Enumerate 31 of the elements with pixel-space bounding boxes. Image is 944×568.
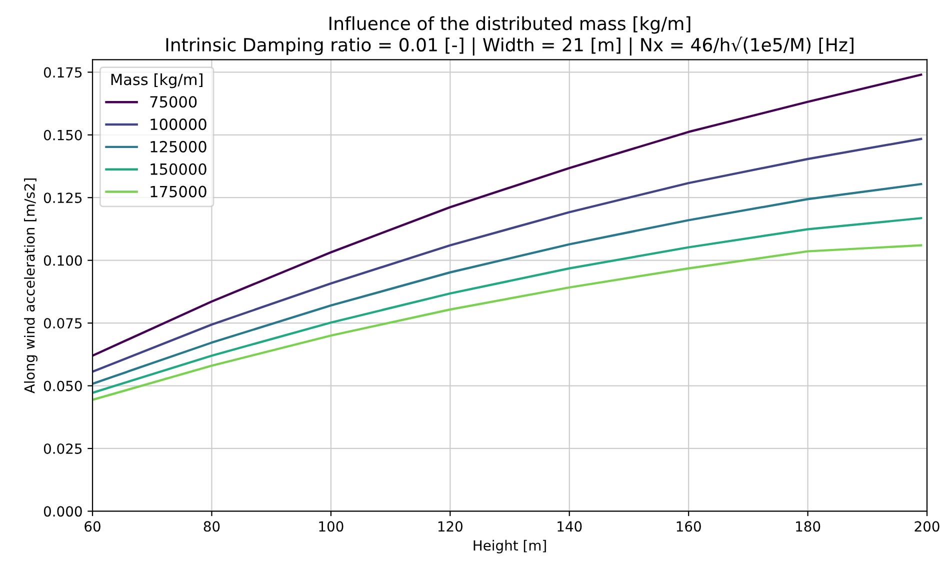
legend-label: 150000 [150, 163, 206, 175]
legend-title: Mass [kg/m] [111, 73, 202, 88]
y-tick-label: 0.125 [44, 192, 82, 204]
chart-subtitle: Intrinsic Damping ratio = 0.01 [-] | Width = 21 [m] | Nx = 46/h√(1e5/M) [Hz] [166, 36, 854, 56]
y-tick-label: 0.150 [44, 130, 82, 140]
x-axis-title: Height [m] [474, 540, 546, 554]
legend-label: 75000 [150, 96, 197, 108]
line-series [92, 74, 922, 357]
x-tick-label: 180 [796, 521, 820, 532]
x-tick-label: 80 [204, 521, 220, 532]
x-tick-label: 100 [319, 521, 344, 532]
line-series [92, 217, 922, 394]
legend-label: 175000 [150, 186, 206, 198]
x-tick-label: 200 [914, 521, 940, 532]
y-tick-label: 0.100 [44, 255, 82, 266]
line-series [92, 244, 922, 401]
y-tick-label: 0.050 [44, 380, 82, 392]
legend-label: 100000 [150, 118, 206, 130]
y-tick-label: 0.025 [44, 443, 82, 454]
line-series [92, 182, 922, 385]
y-axis-title: Along wind acceleration [m/s2] [24, 178, 38, 394]
y-tick-label: 0.175 [44, 67, 82, 78]
x-tick-label: 160 [676, 521, 701, 532]
legend-label: 125000 [150, 140, 206, 152]
x-tick-label: 60 [84, 521, 100, 532]
y-tick-label: 0.000 [44, 506, 82, 517]
line-series [92, 138, 922, 373]
x-tick-label: 140 [558, 521, 582, 532]
y-tick-label: 0.075 [44, 318, 82, 329]
chart-title: Influence of the distributed mass [kg/m] [330, 16, 690, 34]
x-tick-label: 120 [438, 521, 462, 532]
